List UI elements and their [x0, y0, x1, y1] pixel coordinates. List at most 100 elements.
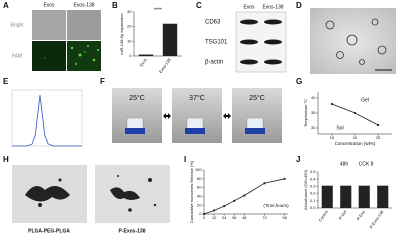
- y-tick-label: 0.1: [310, 198, 316, 203]
- axis: [317, 92, 392, 135]
- x-axis-label: (Time,hours): [263, 203, 289, 208]
- panel-label: I: [184, 155, 186, 164]
- line: [331, 103, 379, 126]
- panel-label: F: [100, 77, 105, 86]
- point: [283, 177, 286, 180]
- y-tick-label: 100: [195, 167, 202, 172]
- column-label: Exos: [243, 4, 255, 10]
- bar: [321, 185, 333, 208]
- x-tick-label: P-Exos-138: [368, 209, 385, 230]
- x-tick-label: 72: [262, 215, 267, 220]
- caption: P-Exos-138: [119, 228, 146, 234]
- panel-a: Exos Exos-138 Bright FAM: [10, 2, 101, 71]
- x-tick-label: 20: [353, 135, 358, 140]
- vials: [125, 117, 265, 134]
- y-tick-label: 10: [127, 38, 132, 43]
- particles: [25, 175, 157, 212]
- y-tick-label: 20: [127, 24, 132, 29]
- x-tick-label: 12: [212, 215, 217, 220]
- y-tick-label: 0.3: [310, 183, 316, 188]
- temperature-label: 25°C: [249, 94, 265, 102]
- y-axis-label: Cumulative exosomes Release (%): [189, 160, 194, 223]
- fam-image: [32, 41, 66, 71]
- panel-label: A: [3, 1, 9, 10]
- panel-label: C: [196, 1, 202, 10]
- point: [353, 111, 357, 115]
- x-axis-label: Concentration (wt%): [335, 141, 376, 146]
- plot-frame: [11, 89, 83, 147]
- row-label: β-actin: [205, 60, 223, 66]
- fluorescence: [44, 45, 99, 65]
- x-tick-label: 15: [330, 135, 335, 140]
- y-tick-label: 35: [311, 110, 316, 115]
- annotation: ****: [154, 7, 162, 13]
- vesicles: [325, 18, 387, 65]
- row-label: TSG101: [205, 40, 228, 46]
- bar: [138, 54, 154, 56]
- x-tick-label: Control: [317, 209, 329, 223]
- bar: [340, 185, 352, 208]
- point: [263, 182, 266, 185]
- temperature-label: 37°C: [189, 94, 205, 102]
- fam-image: [67, 41, 101, 71]
- y-tick-label: 30: [127, 9, 132, 14]
- point: [212, 209, 216, 212]
- annotation: CCK 8: [359, 161, 374, 167]
- line: [12, 95, 82, 147]
- column-label: Exos: [43, 2, 55, 8]
- y-axis-label: miR-138-5p expression: [119, 13, 124, 54]
- point: [243, 194, 246, 197]
- y-tick-label: 20: [197, 202, 202, 207]
- temperature-label: 25°C: [129, 94, 145, 102]
- bar: [377, 185, 389, 208]
- x-tick-label: 0: [203, 215, 206, 220]
- panel-label: E: [3, 77, 9, 86]
- panel-h: PLGA-PEG-PLGA P-Exos-138: [12, 165, 170, 234]
- panel-label: J: [296, 155, 300, 164]
- x-tick-label: 24: [222, 215, 227, 220]
- x-tick-label: 25: [376, 135, 381, 140]
- y-tick-label: 0: [129, 53, 132, 58]
- panel-label: B: [112, 1, 118, 10]
- arrows: [163, 113, 231, 119]
- y-tick-label: 60: [197, 185, 202, 190]
- x-tick-label: P-Gel: [337, 209, 347, 220]
- point: [202, 212, 206, 216]
- panel-label: H: [3, 155, 9, 164]
- tem-image: [310, 8, 396, 74]
- y-tick-label: 0.5: [310, 169, 316, 174]
- bright-image: [32, 10, 66, 40]
- panel-d: [310, 8, 396, 74]
- y-axis-label: Temperature °C: [303, 99, 308, 127]
- point: [377, 123, 380, 127]
- row-label: Bright: [10, 22, 24, 28]
- caption: PLGA-PEG-PLGA: [28, 228, 70, 234]
- point: [330, 102, 333, 106]
- row-label: FAM: [12, 53, 22, 59]
- bands: [240, 19, 282, 65]
- y-tick-label: 0.0: [310, 205, 316, 210]
- column-label: Exos-138: [73, 2, 94, 8]
- panel-label: G: [296, 77, 302, 86]
- x-tick-label: 48: [242, 215, 247, 220]
- y-tick-label: 0.4: [310, 176, 316, 181]
- x-tick-label: 36: [232, 215, 237, 220]
- annotation: 48h: [340, 161, 349, 167]
- x-tick-label: Exos: [138, 57, 147, 67]
- x-tick-label: 96: [282, 215, 287, 220]
- panel-c: Exos Exos-138 CD63 TSG101 β-actin: [205, 4, 287, 73]
- y-tick-label: 0: [199, 211, 202, 216]
- bar: [358, 185, 370, 208]
- y-tick-label: 30: [311, 125, 316, 130]
- y-tick-label: 80: [197, 176, 202, 181]
- column-label: Exos-138: [262, 4, 283, 10]
- bright-image: [67, 10, 101, 40]
- y-tick-label: 40: [197, 193, 202, 198]
- y-tick-label: 40: [311, 95, 316, 100]
- point: [233, 199, 236, 202]
- y-axis-label: Absorbance (OD=450): [303, 169, 308, 210]
- annotation: Gel: [361, 97, 369, 103]
- annotation: Sol: [336, 125, 343, 131]
- row-label: CD63: [205, 20, 221, 26]
